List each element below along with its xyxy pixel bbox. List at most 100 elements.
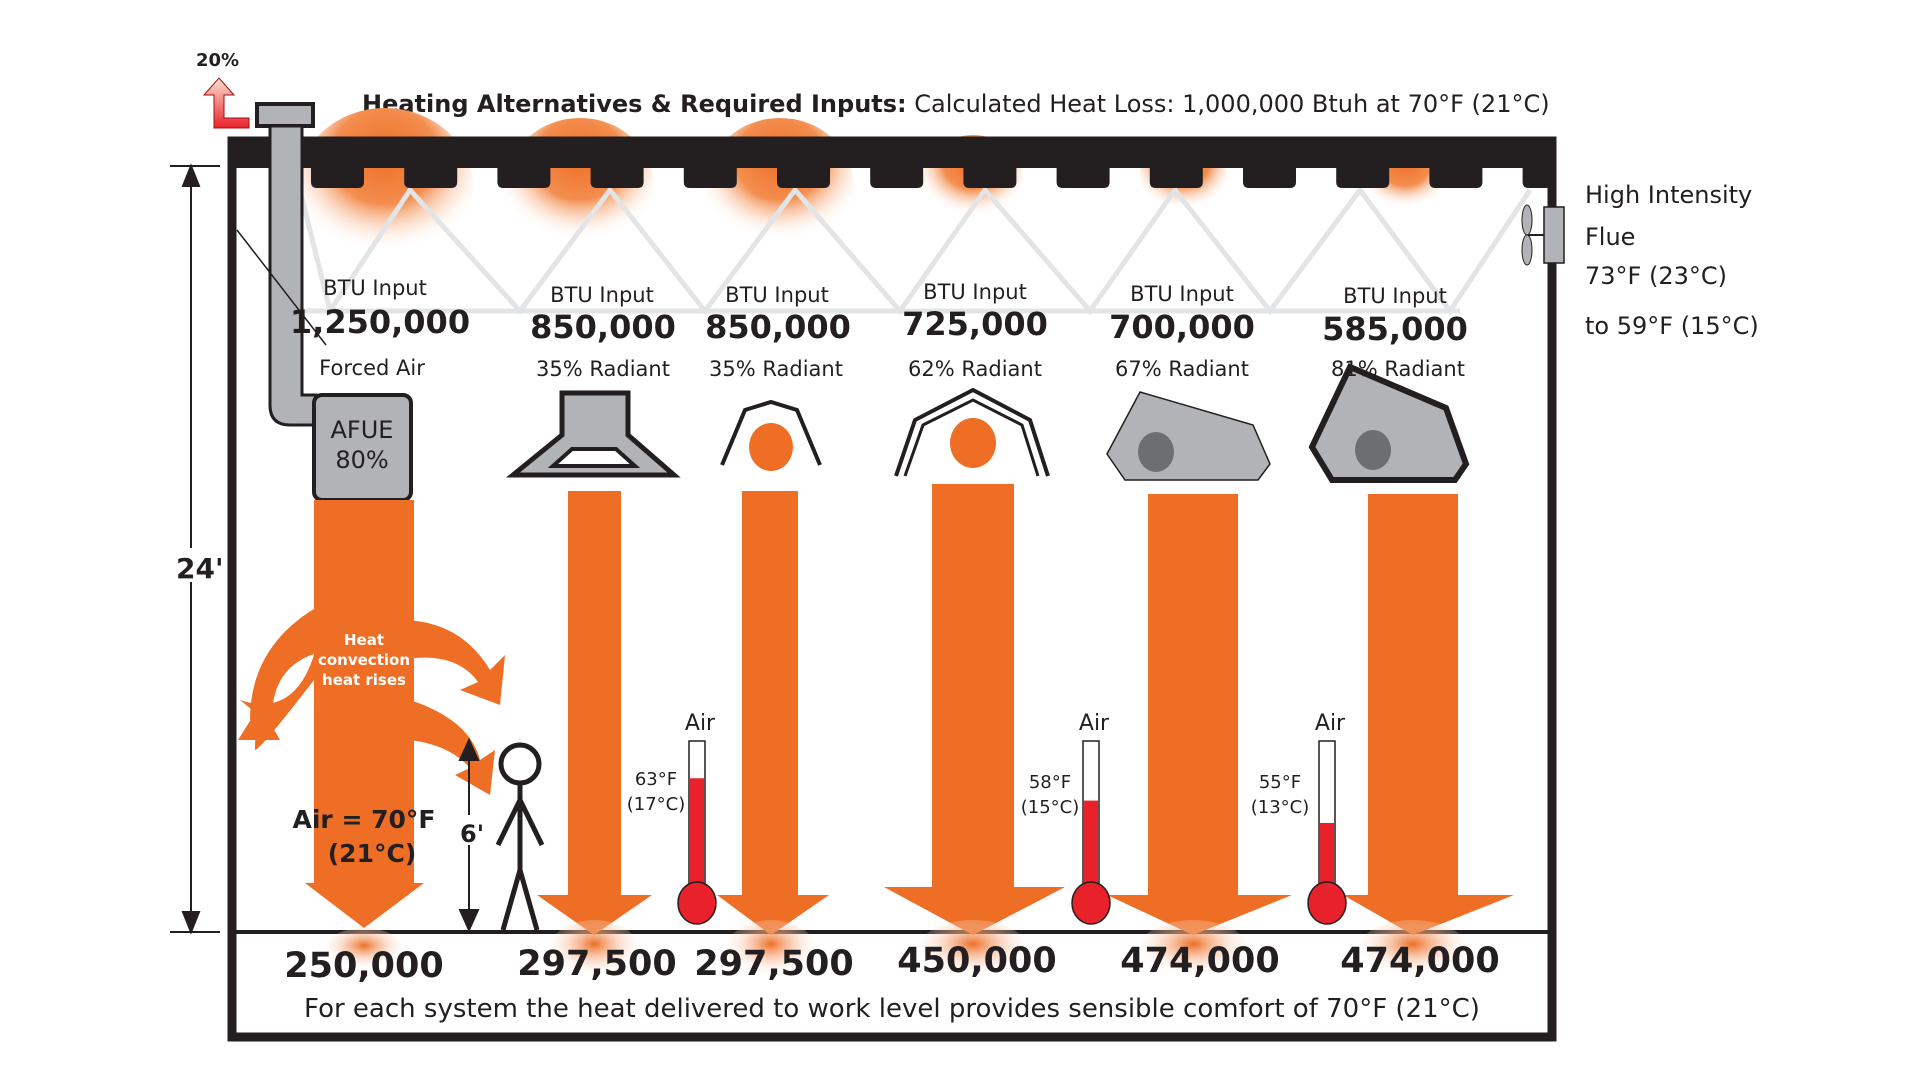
system-type: 62% Radiant xyxy=(908,357,1042,381)
person-height-dimension xyxy=(458,737,480,933)
flue-loss-arrow-icon xyxy=(202,77,250,129)
flue-loss-label: 20% xyxy=(196,50,239,71)
system-type: 81% Radiant xyxy=(1331,357,1465,381)
delivered-value: 297,500 xyxy=(694,944,853,984)
air-temp-c: (15°C) xyxy=(1021,797,1080,818)
furnace-afue-value: 80% xyxy=(335,446,388,474)
system-3-labels: BTU Input 850,000 35% Radiant xyxy=(705,283,851,381)
convection-label-2: convection xyxy=(318,651,410,669)
btu-input-value: 725,000 xyxy=(902,305,1048,343)
roof-joist xyxy=(1243,166,1296,188)
delivered-value: 450,000 xyxy=(897,941,1056,981)
roof-joist xyxy=(870,166,924,188)
forced-air-temp: Air = 70°F xyxy=(293,805,436,834)
roof-joist xyxy=(963,166,1017,188)
roof-joists xyxy=(311,166,1552,188)
heater-high-intensity-1 xyxy=(1106,391,1271,481)
roof-truss xyxy=(297,185,1533,318)
air-temp-f: 63°F xyxy=(635,769,677,790)
radiant-arrow-2 xyxy=(537,491,652,935)
system-1-labels: BTU Input 1,250,000 Forced Air xyxy=(290,276,470,380)
roof-joist xyxy=(1522,166,1552,188)
air-temp-c: (17°C) xyxy=(627,794,686,815)
building-outline xyxy=(227,136,1557,1042)
furnace-flue xyxy=(236,102,327,427)
flue-label: Flue xyxy=(1585,223,1635,251)
radiant-arrow-3 xyxy=(717,491,829,935)
system-2-labels: BTU Input 850,000 35% Radiant xyxy=(530,283,676,381)
roof-joist xyxy=(497,166,551,188)
floor-heat-glows xyxy=(324,920,1468,980)
roof-joist xyxy=(1056,166,1110,188)
radiant-arrows xyxy=(537,484,1514,935)
radiant-arrow-6 xyxy=(1343,494,1514,935)
thermometer-icon xyxy=(677,740,717,925)
ceiling-temp-high: 73°F (23°C) xyxy=(1585,262,1727,290)
btu-input-value: 1,250,000 xyxy=(290,303,470,341)
btu-input-value: 585,000 xyxy=(1322,310,1468,348)
heater-tube-reflector xyxy=(505,390,681,478)
ceiling-temp-low: to 59°F (15°C) xyxy=(1585,312,1759,340)
air-label: Air xyxy=(1079,711,1110,736)
roof-joist xyxy=(683,166,737,188)
btu-input-value: 850,000 xyxy=(705,308,851,346)
btu-input-label: BTU Input xyxy=(1343,284,1447,308)
roof-joist xyxy=(1336,166,1390,188)
btu-input-label: BTU Input xyxy=(1130,282,1234,306)
air-temp-f: 58°F xyxy=(1029,772,1071,793)
footer-note: For each system the heat delivered to wo… xyxy=(304,994,1480,1024)
ceiling-height-label: 24' xyxy=(176,552,224,585)
radiant-arrow-4 xyxy=(884,484,1065,935)
air-label: Air xyxy=(1315,711,1346,736)
thermometer-fill xyxy=(1320,822,1334,890)
roof-joist xyxy=(1149,166,1203,188)
system-type: 35% Radiant xyxy=(709,357,843,381)
roof xyxy=(228,137,1556,168)
delivered-value: 474,000 xyxy=(1120,941,1279,981)
diagram-title: Heating Alternatives & Required Inputs: … xyxy=(362,90,1550,118)
air-temp-f: 55°F xyxy=(1259,772,1301,793)
btu-input-value: 850,000 xyxy=(530,308,676,346)
thermometer-fill xyxy=(690,778,704,890)
air-temp-c: (13°C) xyxy=(1251,797,1310,818)
delivered-values: 250,000 297,500 297,500 450,000 474,000 … xyxy=(284,941,1499,986)
thermometer-fill xyxy=(1084,800,1098,890)
roof-joist xyxy=(590,166,644,188)
system-type: 35% Radiant xyxy=(536,357,670,381)
person-height-label: 6' xyxy=(460,820,484,848)
title-rest: Calculated Heat Loss: 1,000,000 Btuh at … xyxy=(907,90,1550,118)
fan-icon xyxy=(1521,204,1565,266)
system-4-labels: BTU Input 725,000 62% Radiant xyxy=(902,280,1048,381)
system-type: 67% Radiant xyxy=(1115,357,1249,381)
roof-joist xyxy=(404,166,458,188)
roof-joist xyxy=(311,166,364,188)
person-icon xyxy=(495,742,545,931)
system-5-labels: BTU Input 700,000 67% Radiant xyxy=(1109,282,1255,381)
heater-partial-reflector xyxy=(720,399,822,471)
btu-input-label: BTU Input xyxy=(923,280,1027,304)
thermometer-icon xyxy=(1071,740,1111,925)
roof-joist xyxy=(777,166,830,188)
convection-label-1: Heat xyxy=(344,631,384,649)
btu-input-label: BTU Input xyxy=(550,283,654,307)
system-6-labels: BTU Input 585,000 81% Radiant xyxy=(1322,284,1468,381)
air-label: Air xyxy=(685,711,716,736)
heater-high-intensity-2 xyxy=(1308,363,1470,483)
btu-input-value: 700,000 xyxy=(1109,308,1255,346)
thermometers xyxy=(677,740,1347,925)
title-bold: Heating Alternatives & Required Inputs: xyxy=(362,90,907,118)
high-intensity-label: High Intensity xyxy=(1585,181,1752,209)
thermometer-icon xyxy=(1307,740,1347,925)
system-type: Forced Air xyxy=(319,356,425,380)
delivered-value: 474,000 xyxy=(1340,941,1499,981)
roof-joist xyxy=(1429,166,1483,188)
btu-input-label: BTU Input xyxy=(725,283,829,307)
forced-air-temp-c: (21°C) xyxy=(328,839,417,868)
heater-deep-reflector xyxy=(894,387,1050,477)
furnace-afue-label: AFUE xyxy=(331,416,394,444)
delivered-value: 250,000 xyxy=(284,946,443,986)
delivered-value: 297,500 xyxy=(517,944,676,984)
radiant-arrow-5 xyxy=(1107,494,1292,935)
thermometer-labels: Air 63°F (17°C) Air 58°F (15°C) Air 55°F… xyxy=(627,711,1346,818)
